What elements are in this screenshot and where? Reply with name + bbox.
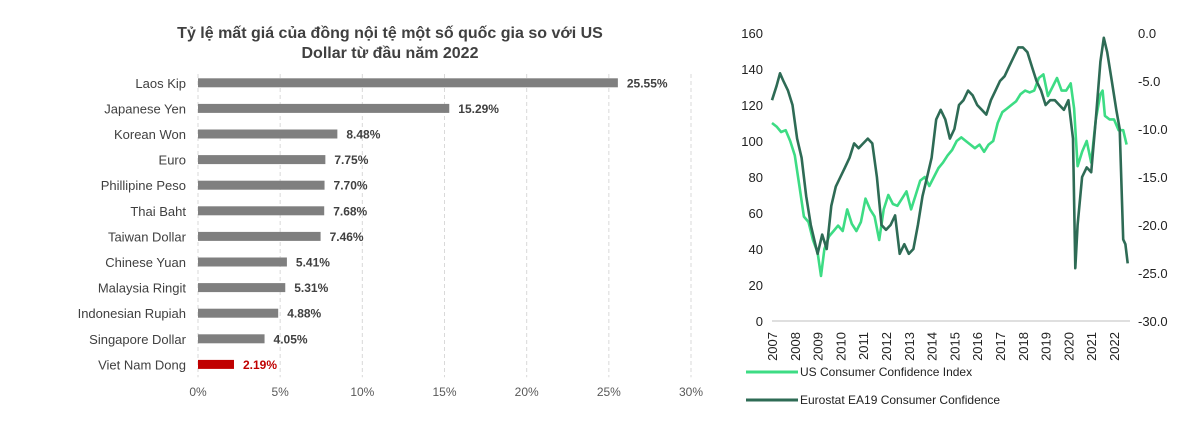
value-label: 15.29% — [458, 102, 499, 116]
legend-eurostat-consumer-confidence: Eurostat EA19 Consumer Confidence — [746, 393, 1000, 407]
legend-us-consumer-confidence: US Consumer Confidence Index — [746, 365, 972, 379]
bar-chart-value-labels: 25.55% 15.29% 8.48% 7.75% 7.70% 7.68% 7.46%5.4… — [243, 76, 668, 372]
bar-chart-gridlines — [197, 74, 692, 378]
x-tick-label: 15% — [432, 385, 456, 399]
x-year-tick: 2017 — [993, 332, 1008, 361]
right-axis-tick: -30.0 — [1138, 314, 1168, 329]
right-axis-tick: -5.0 — [1138, 74, 1160, 89]
line-chart-x-axis-ticks: 2007 2008 2009 2010 2011 2012 2013 2014 2015 2016… — [765, 332, 1122, 361]
x-year-tick: 2009 — [811, 332, 826, 361]
currency-depreciation-bar-chart: Tỷ lệ mất giá của đồng nội tệ một số quố… — [78, 25, 704, 399]
x-year-tick: 2022 — [1107, 332, 1122, 361]
bar-thai-baht — [198, 206, 325, 216]
line-chart-series — [770, 36, 1129, 278]
bar-chart-category-labels: Laos Kip Japanese Yen Korean Won Euro Philli… — [78, 76, 187, 373]
consumer-confidence-line-chart: 0 20 40 60 80 100 120 140 160 0.0 -5.0 -10.0 -15.0 -… — [741, 26, 1168, 407]
x-year-tick: 2021 — [1084, 332, 1099, 361]
x-year-tick: 2013 — [902, 332, 917, 361]
value-label: 4.05% — [274, 332, 308, 346]
x-year-tick: 2014 — [925, 332, 940, 361]
category-label: Singapore Dollar — [89, 332, 187, 347]
category-label: Korean Won — [114, 127, 186, 142]
x-year-tick: 2018 — [1016, 332, 1031, 361]
value-label: 7.75% — [334, 153, 368, 167]
x-tick-label: 5% — [271, 385, 289, 399]
left-axis-tick: 40 — [749, 242, 763, 257]
bar-laos-kip — [198, 78, 618, 88]
right-axis-tick: 0.0 — [1138, 26, 1156, 41]
category-label: Viet Nam Dong — [98, 357, 186, 372]
x-tick-label: 10% — [350, 385, 374, 399]
right-axis-tick: -25.0 — [1138, 266, 1168, 281]
left-axis-tick: 160 — [741, 26, 763, 41]
bar-viet-nam-dong — [198, 359, 234, 369]
series-line-eurostat-ea19-consumer-confidence — [770, 36, 1129, 270]
bar-singapore-dollar — [198, 334, 265, 344]
category-label: Euro — [159, 153, 186, 168]
category-label: Taiwan Dollar — [108, 229, 187, 244]
bar-malaysia-ringit — [198, 283, 286, 293]
line-chart-right-axis-ticks: 0.0 -5.0 -10.0 -15.0 -20.0 -25.0 -30.0 — [1138, 26, 1168, 329]
left-axis-tick: 80 — [749, 170, 763, 185]
left-axis-tick: 120 — [741, 98, 763, 113]
bar-euro — [198, 155, 326, 165]
category-label: Phillipine Peso — [101, 178, 186, 193]
value-label: 7.70% — [334, 179, 368, 193]
value-label: 25.55% — [627, 76, 668, 90]
left-axis-tick: 0 — [756, 314, 763, 329]
left-axis-tick: 20 — [749, 278, 763, 293]
bar-chart-x-axis-ticks: 0% 5% 10% 15% 20% 25% 30% — [189, 385, 703, 399]
left-axis-tick: 100 — [741, 134, 763, 149]
bar-taiwan-dollar — [198, 231, 321, 241]
right-axis-tick: -15.0 — [1138, 170, 1168, 185]
value-label: 7.46% — [330, 230, 364, 244]
left-axis-tick: 140 — [741, 62, 763, 77]
x-year-tick: 2020 — [1061, 332, 1076, 361]
chart-title-line-2: Dollar từ đầu năm 2022 — [302, 45, 479, 62]
x-tick-label: 25% — [597, 385, 621, 399]
x-year-tick: 2012 — [879, 332, 894, 361]
category-label: Thai Baht — [130, 204, 186, 219]
value-label: 8.48% — [346, 128, 380, 142]
category-label: Indonesian Rupiah — [78, 306, 186, 321]
value-label: 5.31% — [294, 281, 328, 295]
legend-label-eurostat: Eurostat EA19 Consumer Confidence — [800, 393, 1000, 407]
right-axis-tick: -10.0 — [1138, 122, 1168, 137]
category-label: Japanese Yen — [104, 101, 186, 116]
value-label: 2.19% — [243, 358, 277, 372]
line-chart-left-axis-ticks: 0 20 40 60 80 100 120 140 160 — [741, 26, 763, 329]
category-label: Laos Kip — [135, 76, 186, 91]
x-year-tick: 2016 — [970, 332, 985, 361]
x-year-tick: 2010 — [833, 332, 848, 361]
bar-chart-bars — [198, 78, 618, 369]
x-year-tick: 2011 — [856, 332, 871, 360]
x-year-tick: 2008 — [788, 332, 803, 361]
x-tick-label: 20% — [515, 385, 539, 399]
series-line-us-consumer-confidence-index — [771, 73, 1128, 278]
x-tick-label: 0% — [189, 385, 207, 399]
category-label: Chinese Yuan — [105, 255, 186, 270]
bar-phillipine-peso — [198, 180, 325, 190]
x-year-tick: 2007 — [765, 332, 780, 361]
x-year-tick: 2015 — [947, 332, 962, 361]
legend-label-us: US Consumer Confidence Index — [800, 365, 972, 379]
left-axis-tick: 60 — [749, 206, 763, 221]
x-tick-label: 30% — [679, 385, 703, 399]
bar-korean-won — [198, 129, 338, 139]
value-label: 4.88% — [287, 307, 321, 321]
bar-japanese-yen — [198, 103, 450, 113]
chart-title-line-1: Tỷ lệ mất giá của đồng nội tệ một số quố… — [177, 25, 603, 42]
value-label: 5.41% — [296, 256, 330, 270]
value-label: 7.68% — [333, 204, 367, 218]
category-label: Malaysia Ringit — [98, 281, 187, 296]
bar-chinese-yuan — [198, 257, 287, 267]
x-year-tick: 2019 — [1039, 332, 1054, 361]
bar-indonesian-rupiah — [198, 308, 279, 318]
right-axis-tick: -20.0 — [1138, 218, 1168, 233]
